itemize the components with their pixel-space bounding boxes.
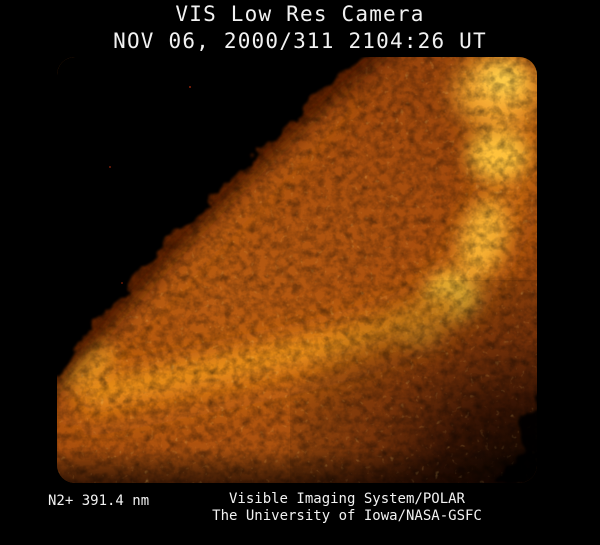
credit-line-1: Visible Imaging System/POLAR bbox=[228, 491, 465, 507]
credit-line-2: The University of Iowa/NASA-GSFC bbox=[212, 508, 482, 524]
camera-fov bbox=[57, 57, 537, 483]
timestamp: NOV 06, 2000/311 2104:26 UT bbox=[113, 29, 487, 53]
filter-label: N2+ 391.4 nm bbox=[48, 493, 150, 509]
header: VIS Low Res Camera NOV 06, 2000/311 2104… bbox=[0, 1, 600, 55]
credits: Visible Imaging System/POLAR The Univers… bbox=[212, 491, 482, 525]
page-title: VIS Low Res Camera bbox=[175, 2, 425, 26]
